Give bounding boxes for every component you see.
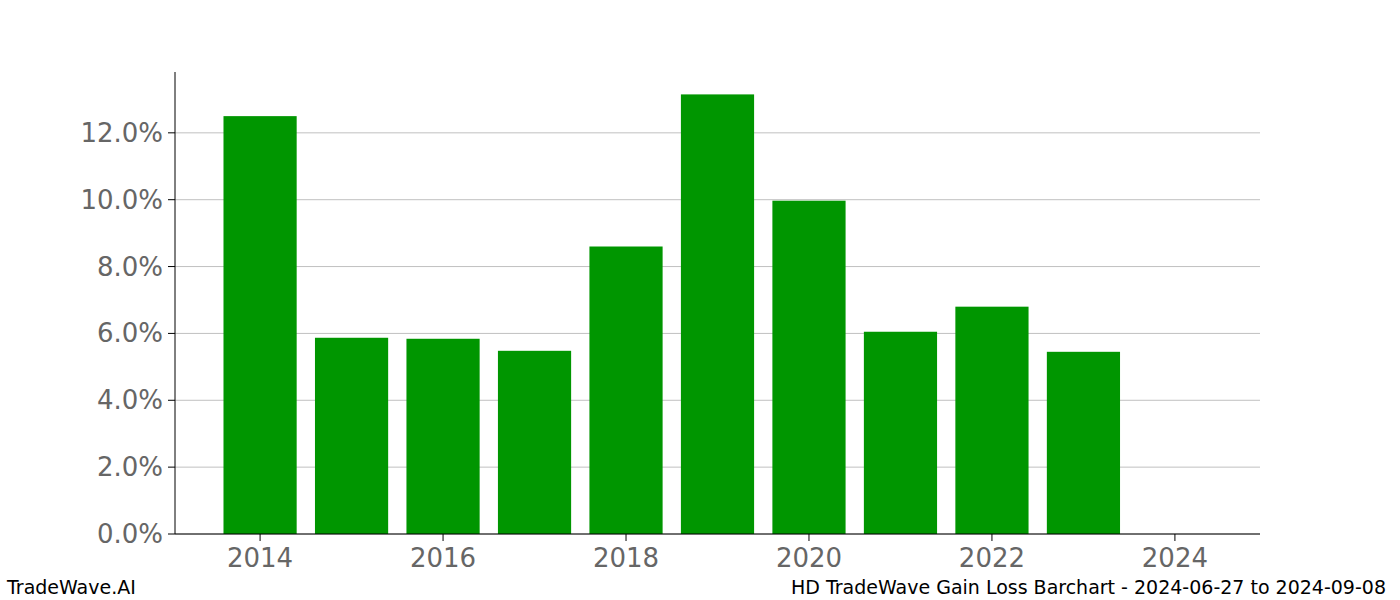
- x-tick-label: 2024: [1142, 543, 1208, 573]
- x-axis-line: [175, 534, 1260, 535]
- y-tick-label: 2.0%: [97, 452, 163, 482]
- bar: [681, 94, 754, 534]
- bar: [315, 338, 388, 534]
- x-tick: [260, 534, 261, 541]
- x-tick: [626, 534, 627, 541]
- x-tick: [808, 534, 809, 541]
- grid-line: [175, 534, 1260, 535]
- x-tick-label: 2018: [593, 543, 659, 573]
- x-tick: [443, 534, 444, 541]
- y-axis-line: [175, 72, 176, 534]
- x-tick: [991, 534, 992, 541]
- y-tick: [168, 467, 175, 468]
- y-tick: [168, 400, 175, 401]
- bar: [772, 201, 845, 534]
- y-tick: [168, 266, 175, 267]
- x-tick: [1174, 534, 1175, 541]
- x-tick-label: 2016: [410, 543, 476, 573]
- bar: [498, 351, 571, 534]
- credit: TradeWave.AI: [6, 576, 136, 598]
- x-tick-label: 2020: [776, 543, 842, 573]
- bar: [1047, 352, 1120, 534]
- bar: [223, 116, 296, 534]
- y-tick: [168, 534, 175, 535]
- x-tick-label: 2022: [959, 543, 1025, 573]
- bar: [955, 307, 1028, 534]
- bar: [589, 247, 662, 534]
- y-tick-label: 6.0%: [97, 318, 163, 348]
- y-tick-label: 4.0%: [97, 385, 163, 415]
- y-tick-label: 10.0%: [80, 185, 163, 215]
- bar: [864, 332, 937, 534]
- y-tick-label: 8.0%: [97, 252, 163, 282]
- y-tick: [168, 333, 175, 334]
- chart: 0.0% 2.0% 4.0% 6.0% 8.0% 10.0% 12.0% 2014 2016 20…: [0, 0, 1400, 600]
- bar: [406, 339, 479, 534]
- y-tick: [168, 132, 175, 133]
- x-tick-label: 2014: [227, 543, 293, 573]
- y-tick-label: 12.0%: [80, 118, 163, 148]
- y-tick: [168, 199, 175, 200]
- y-tick-label: 0.0%: [97, 519, 163, 549]
- bars: [223, 94, 1120, 534]
- title: HD TradeWave Gain Loss Barchart - 2024-0…: [791, 576, 1386, 598]
